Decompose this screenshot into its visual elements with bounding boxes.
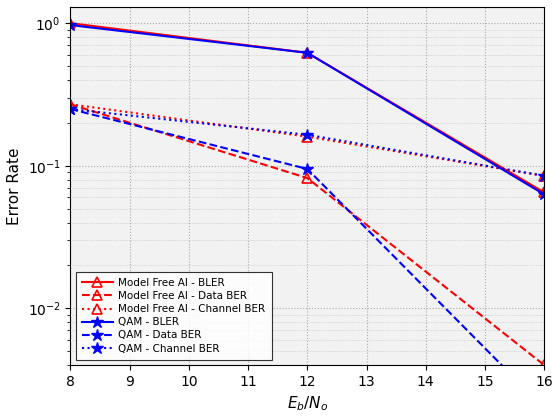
Line: QAM - BLER: QAM - BLER xyxy=(64,19,550,201)
QAM - BLER xyxy=(541,192,548,197)
QAM - Data BER xyxy=(304,166,311,171)
QAM - BLER xyxy=(304,50,311,55)
Model Free AI - Data BER xyxy=(67,102,74,107)
Legend: Model Free AI - BLER, Model Free AI - Data BER, Model Free AI - Channel BER, QAM: Model Free AI - BLER, Model Free AI - Da… xyxy=(76,272,272,360)
Model Free AI - Data BER xyxy=(304,176,311,181)
Line: Model Free AI - Channel BER: Model Free AI - Channel BER xyxy=(66,100,549,181)
Line: Model Free AI - BLER: Model Free AI - BLER xyxy=(66,18,549,197)
X-axis label: $E_b/N_o$: $E_b/N_o$ xyxy=(287,394,328,413)
QAM - Data BER xyxy=(67,107,74,112)
QAM - Channel BER xyxy=(541,173,548,178)
QAM - Channel BER xyxy=(67,107,74,112)
Y-axis label: Error Rate: Error Rate xyxy=(7,147,22,225)
QAM - Channel BER xyxy=(304,132,311,137)
Model Free AI - Data BER xyxy=(541,362,548,368)
Model Free AI - BLER xyxy=(541,190,548,195)
Line: Model Free AI - Data BER: Model Free AI - Data BER xyxy=(66,100,549,370)
QAM - BLER xyxy=(67,23,74,28)
Line: QAM - Channel BER: QAM - Channel BER xyxy=(64,103,550,182)
Model Free AI - Channel BER xyxy=(67,102,74,107)
Model Free AI - BLER xyxy=(304,50,311,55)
Model Free AI - Channel BER xyxy=(304,134,311,139)
Line: QAM - Data BER: QAM - Data BER xyxy=(64,103,550,414)
QAM - Data BER xyxy=(541,405,548,410)
Model Free AI - BLER xyxy=(67,21,74,26)
Model Free AI - Channel BER xyxy=(541,173,548,178)
